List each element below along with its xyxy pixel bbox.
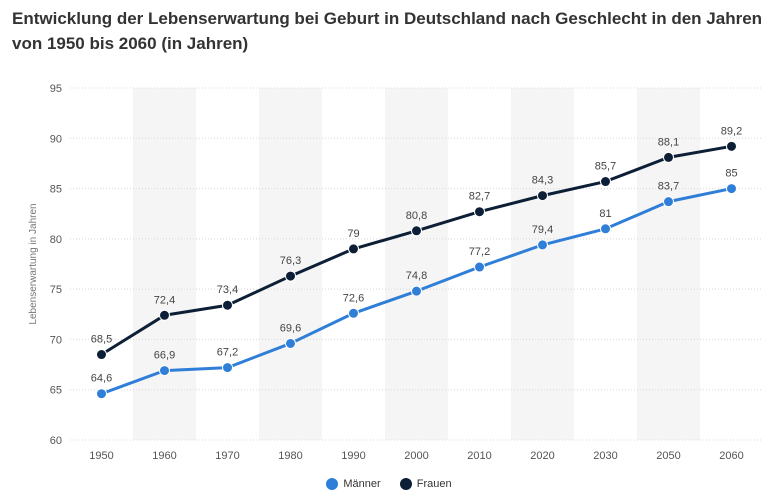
data-point: [159, 365, 170, 377]
x-tick-label: 1950: [89, 450, 113, 462]
data-point: [600, 176, 611, 188]
data-label: 68,5: [91, 334, 112, 346]
legend-item-maenner[interactable]: Männer: [326, 478, 381, 490]
data-label: 72,4: [154, 294, 175, 306]
y-tick-label: 90: [50, 133, 62, 145]
data-point: [96, 349, 107, 361]
data-point: [726, 183, 737, 195]
data-label: 73,4: [217, 284, 238, 296]
data-label: 81: [599, 208, 611, 220]
background-band: [133, 88, 196, 440]
data-label: 84,3: [532, 175, 553, 187]
y-axis-label: Lebenserwartung in Jahren: [28, 203, 39, 324]
y-tick-label: 60: [50, 435, 62, 447]
data-label: 88,1: [658, 136, 679, 148]
y-tick-label: 80: [50, 234, 62, 246]
data-point: [159, 309, 170, 321]
data-label: 79: [347, 228, 359, 240]
data-point: [411, 225, 422, 237]
x-tick-label: 2000: [404, 450, 428, 462]
legend-marker-maenner: [326, 478, 339, 490]
y-tick-label: 75: [50, 284, 62, 296]
x-tick-label: 1980: [278, 450, 302, 462]
data-point: [411, 285, 422, 297]
data-point: [663, 151, 674, 163]
legend: Männer Frauen: [0, 478, 778, 493]
data-label: 72,6: [343, 292, 364, 304]
data-label: 67,2: [217, 347, 238, 359]
legend-item-frauen[interactable]: Frauen: [399, 478, 452, 490]
data-label: 69,6: [280, 322, 301, 334]
x-tick-label: 2060: [719, 450, 743, 462]
data-point: [285, 270, 296, 282]
x-tick-label: 2050: [656, 450, 680, 462]
legend-marker-frauen: [399, 478, 412, 490]
data-point: [222, 299, 233, 311]
x-tick-label: 2010: [467, 450, 491, 462]
data-label: 79,4: [532, 224, 553, 236]
x-tick-label: 1970: [215, 450, 239, 462]
x-tick-label: 1960: [152, 450, 176, 462]
y-tick-label: 70: [50, 334, 62, 346]
data-point: [96, 388, 107, 400]
data-label: 77,2: [469, 246, 490, 258]
background-band: [511, 88, 574, 440]
x-tick-label: 1990: [341, 450, 365, 462]
data-label: 64,6: [91, 373, 112, 385]
data-point: [537, 239, 548, 251]
x-tick-label: 2020: [530, 450, 554, 462]
data-label: 83,7: [658, 181, 679, 193]
data-label: 76,3: [280, 255, 301, 267]
background-band: [385, 88, 448, 440]
data-point: [474, 206, 485, 218]
data-point: [474, 261, 485, 273]
data-label: 85: [725, 168, 737, 180]
background-band: [259, 88, 322, 440]
legend-label-frauen: Frauen: [416, 478, 452, 490]
x-tick-label: 2030: [593, 450, 617, 462]
data-label: 85,7: [595, 161, 616, 173]
data-label: 89,2: [721, 125, 742, 137]
y-tick-label: 95: [50, 83, 62, 95]
data-label: 80,8: [406, 210, 427, 222]
data-point: [348, 243, 359, 255]
background-band: [637, 88, 700, 440]
y-tick-label: 85: [50, 184, 62, 196]
data-point: [348, 307, 359, 319]
data-label: 82,7: [469, 191, 490, 203]
chart-title: Entwicklung der Lebenserwartung bei Gebu…: [12, 9, 763, 53]
data-point: [726, 140, 737, 152]
data-point: [285, 337, 296, 349]
data-label: 74,8: [406, 270, 427, 282]
data-point: [600, 223, 611, 235]
data-point: [537, 190, 548, 202]
data-point: [222, 362, 233, 374]
data-label: 66,9: [154, 350, 175, 362]
data-point: [663, 196, 674, 208]
y-tick-label: 65: [50, 385, 62, 397]
legend-label-maenner: Männer: [343, 478, 381, 490]
